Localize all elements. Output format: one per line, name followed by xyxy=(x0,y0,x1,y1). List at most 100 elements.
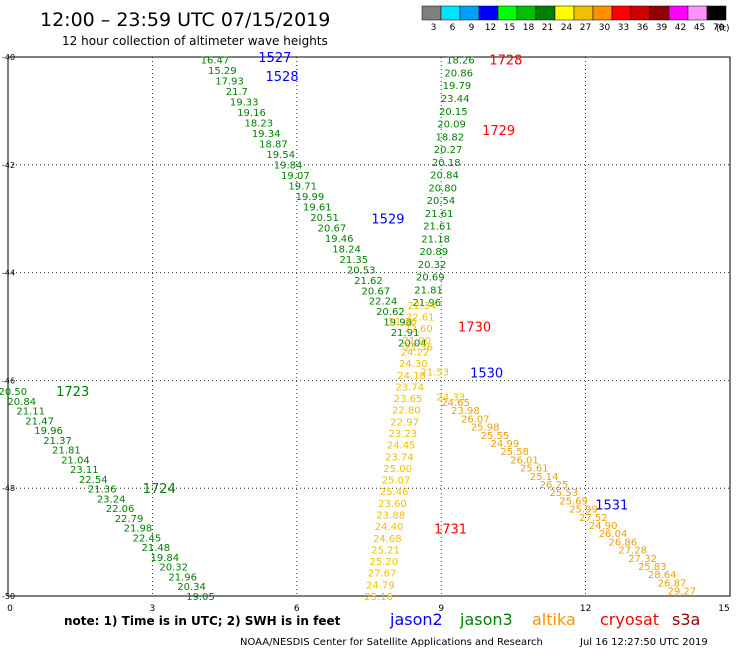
wave-height-value: 21.81 xyxy=(414,285,443,296)
wave-height-value: 18.23 xyxy=(245,119,274,130)
wave-height-value: 19.34 xyxy=(252,129,281,140)
wave-height-value: 20.62 xyxy=(376,307,405,318)
wave-height-value: 24.79 xyxy=(366,580,395,591)
wave-height-value: 26.25 xyxy=(540,480,569,491)
wave-height-value: 19.99 xyxy=(296,192,325,203)
pass-time-label: 1730 xyxy=(458,321,491,336)
satellite-legend-entry: jason3 xyxy=(459,610,513,629)
wave-height-value: 16.47 xyxy=(201,56,230,67)
satellite-legend-entry: jason2 xyxy=(389,610,443,629)
color-swatch xyxy=(649,5,670,21)
wave-height-value: 25.21 xyxy=(371,545,400,556)
wave-height-value: 25.61 xyxy=(520,464,549,475)
wave-height-value: 25.58 xyxy=(500,447,529,458)
wave-height-value: 19.84 xyxy=(150,553,179,564)
wave-height-value: 18.82 xyxy=(435,132,464,143)
wave-height-value: 20.67 xyxy=(361,286,390,297)
wave-height-points: 16.4715.2917.9321.719.3319.1618.2319.341… xyxy=(0,56,696,603)
wave-height-value: 19.61 xyxy=(303,202,332,213)
color-threshold-label: 12 xyxy=(485,23,496,33)
wave-height-value: 21.7 xyxy=(226,87,248,98)
color-threshold-label: 6 xyxy=(450,23,456,33)
wave-height-value: 29.27 xyxy=(668,587,697,598)
satellite-legend-entry: cryosat xyxy=(600,610,659,629)
wave-height-value: 20.80 xyxy=(428,183,457,194)
wave-height-value: 25.20 xyxy=(370,557,399,568)
wave-height-value: 23.11 xyxy=(70,465,99,476)
color-swatch xyxy=(554,5,575,21)
color-threshold-label: 24 xyxy=(561,23,573,33)
wave-height-value: 26.87 xyxy=(658,578,687,589)
wave-height-value: 20.34 xyxy=(177,582,206,593)
wave-height-value: 24.65 xyxy=(441,398,470,409)
wave-height-value: 20.67 xyxy=(318,223,347,234)
x-tick-labels: 0 3 6 9 12 15 xyxy=(7,604,730,614)
wave-height-value: 20.69 xyxy=(416,273,445,284)
wave-height-value: 27.67 xyxy=(368,569,397,580)
pass-time-label: 1528 xyxy=(266,70,299,85)
wave-height-value: 20.32 xyxy=(159,563,188,574)
wave-height-value: 20.86 xyxy=(444,68,473,79)
wave-height-value: 21.37 xyxy=(43,436,72,447)
unit-label: (ft) xyxy=(716,24,730,34)
color-swatch xyxy=(459,5,480,21)
wave-height-value: 21.96 xyxy=(168,572,197,583)
wave-height-value: 20.54 xyxy=(427,196,456,207)
wave-height-value: 21.62 xyxy=(354,276,383,287)
plot-area xyxy=(7,56,731,597)
wave-height-value: 21.04 xyxy=(61,455,90,466)
wave-height-value: 21.11 xyxy=(16,407,45,418)
wave-height-value: 18.24 xyxy=(332,244,361,255)
pass-time-label: 1731 xyxy=(434,523,467,538)
wave-height-value: 21.81 xyxy=(52,446,81,457)
wave-height-value: 21.53 xyxy=(420,367,449,378)
color-swatch xyxy=(478,5,499,21)
color-swatch xyxy=(516,5,537,21)
color-swatch xyxy=(706,5,727,21)
color-threshold-label: 36 xyxy=(637,23,649,33)
color-threshold-label: 45 xyxy=(694,23,705,33)
wave-height-value: 20.18 xyxy=(432,158,461,169)
wave-height-value: 25.53 xyxy=(550,488,579,499)
pass-time-label: 1729 xyxy=(482,124,515,139)
wave-height-value: 23.88 xyxy=(376,511,405,522)
x-tick-label: 0 xyxy=(7,604,13,614)
wave-height-value: 21.61 xyxy=(425,209,454,220)
wave-height-value: 19.84 xyxy=(274,161,303,172)
color-scale-legend: 3 6 9 12 15 18 21 24 27 30 33 36 39 42 45 70 xyxy=(421,5,727,33)
plot-frame xyxy=(7,56,731,597)
wave-height-value: 19.54 xyxy=(266,150,295,161)
wave-height-value: 24.45 xyxy=(387,441,416,452)
wave-height-value: 26.86 xyxy=(609,537,638,548)
color-threshold-label: 3 xyxy=(431,23,437,33)
wave-height-value: 22.34 xyxy=(408,301,437,312)
pass-time-label: 1531 xyxy=(595,498,628,513)
wave-height-value: 19.16 xyxy=(237,108,266,119)
wave-height-value: 22.45 xyxy=(133,533,162,544)
pass-time-label: 1529 xyxy=(371,213,404,228)
color-threshold-label: 33 xyxy=(618,23,629,33)
wave-height-value: 25.00 xyxy=(383,464,412,475)
color-threshold-label: 18 xyxy=(523,23,535,33)
footer-note: note: 1) Time is in UTC; 2) SWH is in fe… xyxy=(64,614,341,628)
y-tick-label: -48 xyxy=(2,484,15,493)
chart-title: 12:00 – 23:59 UTC 07/15/2019 xyxy=(40,9,330,31)
wave-height-value: 21.90 xyxy=(402,336,431,347)
color-swatch xyxy=(668,5,689,21)
wave-height-value: 23.74 xyxy=(385,452,414,463)
color-swatch xyxy=(421,5,442,21)
x-tick-label: 9 xyxy=(438,604,444,614)
color-threshold-label: 21 xyxy=(542,23,553,33)
pass-time-label: 1527 xyxy=(258,51,291,66)
wave-height-value: 21.36 xyxy=(388,317,417,328)
pass-time-label: 1723 xyxy=(56,385,89,400)
wave-height-value: 24.30 xyxy=(399,359,428,370)
wave-height-value: 27.52 xyxy=(579,513,608,524)
y-tick-label: -46 xyxy=(2,376,15,385)
wave-height-value: 22.06 xyxy=(106,504,135,515)
wave-height-value: 22.80 xyxy=(392,406,421,417)
wave-height-value: 24.68 xyxy=(373,534,402,545)
x-tick-label: 15 xyxy=(718,604,729,614)
wave-height-value: 25.69 xyxy=(559,496,588,507)
wave-height-value: 22.61 xyxy=(406,313,435,324)
